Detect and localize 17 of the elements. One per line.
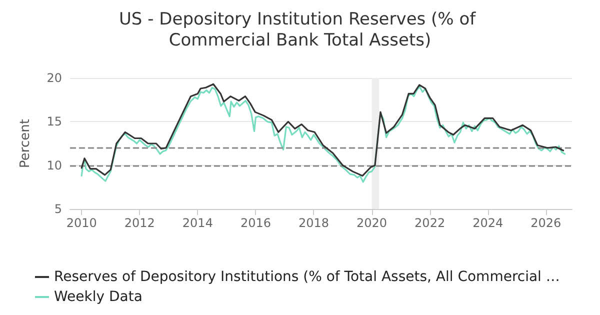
- x-tick-label: 2018: [298, 216, 330, 230]
- x-tick-label: 2010: [66, 216, 97, 230]
- y-tick-label: 10: [46, 158, 62, 172]
- x-tick-label: 2016: [240, 216, 271, 230]
- y-tick-label: 5: [54, 202, 62, 216]
- x-tick-label: 2024: [472, 216, 504, 230]
- x-tick-label: 2026: [530, 216, 562, 230]
- x-tick-label: 2014: [182, 216, 213, 230]
- y-tick-label: 15: [46, 114, 62, 129]
- legend-label: Reserves of Depository Institutions (% of Total Assets, All Commercial …: [54, 269, 560, 285]
- y-axis-title: Percent: [18, 119, 33, 168]
- chart-title: US - Depository Institution Reserves (% of Commercial Bank Total Assets): [118, 10, 482, 50]
- legend-label: Weekly Data: [54, 289, 142, 305]
- y-tick-label: 20: [46, 71, 62, 85]
- x-tick-label: 2012: [124, 216, 155, 230]
- x-tick-label: 2020: [356, 216, 388, 230]
- x-tick-label: 2022: [414, 216, 446, 230]
